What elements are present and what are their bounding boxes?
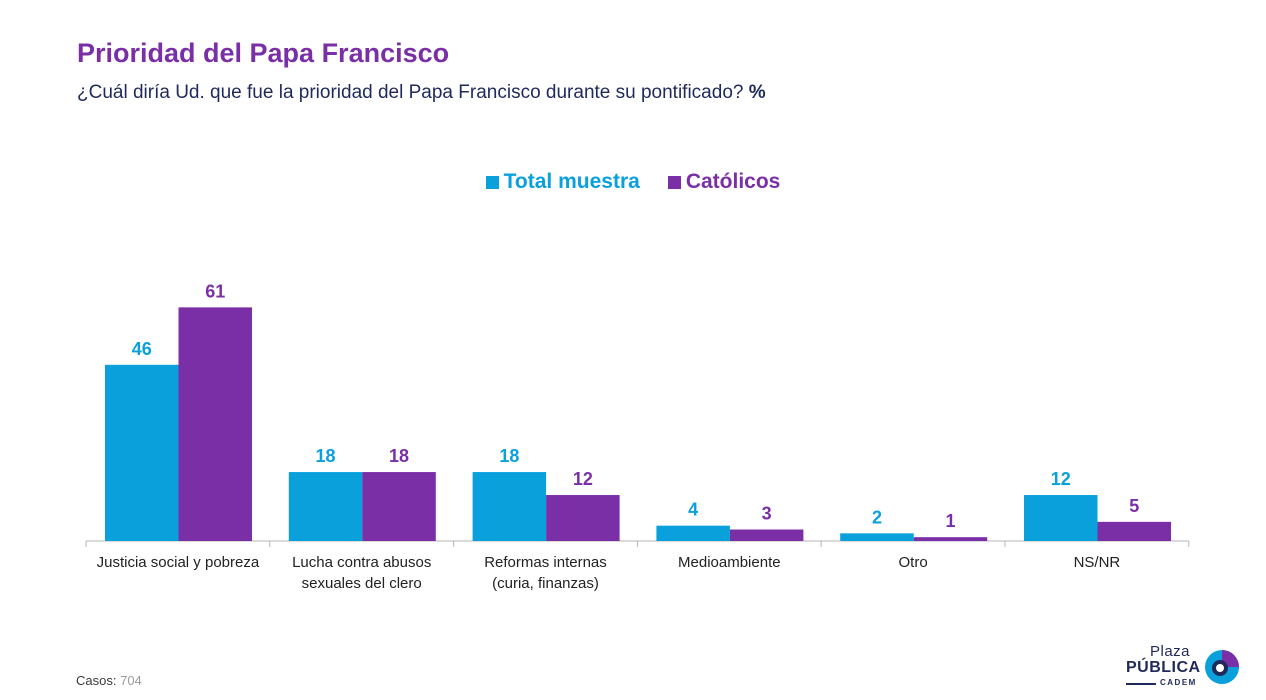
- bar-total: [472, 472, 547, 541]
- data-label: 18: [499, 446, 519, 466]
- legend-item-catolicos: Católicos: [667, 170, 781, 194]
- x-tick-label: (curia, finanzas): [492, 575, 599, 592]
- x-tick-label: Lucha contra abusos: [292, 554, 431, 571]
- data-label: 18: [389, 446, 409, 466]
- logo-text-plaza: Plaza: [1150, 643, 1191, 660]
- plaza-publica-logo-icon: [1205, 650, 1239, 684]
- logo-text-cadem: CADEM: [1160, 678, 1197, 687]
- chart-subtitle: ¿Cuál diría Ud. que fue la prioridad del…: [77, 82, 766, 104]
- legend-label-catolicos: Católicos: [685, 170, 781, 193]
- data-label: 61: [205, 281, 225, 301]
- data-label: 2: [872, 507, 882, 527]
- chart-title: Prioridad del Papa Francisco: [77, 38, 450, 68]
- bar-catolicos: [913, 537, 988, 541]
- bar-catolicos: [1097, 521, 1171, 541]
- x-tick-label: sexuales del clero: [302, 575, 422, 592]
- logo-underline: [1126, 683, 1156, 685]
- bar-catolicos: [178, 307, 252, 541]
- bar-total: [656, 525, 730, 541]
- x-tick-label: Reformas internas: [484, 554, 607, 571]
- bar-catolicos: [362, 472, 436, 541]
- data-label: 12: [1051, 469, 1071, 489]
- data-label: 12: [573, 469, 593, 489]
- legend-swatch-total: [485, 175, 499, 189]
- bar-catolicos: [729, 529, 804, 541]
- bar-total: [105, 364, 179, 541]
- x-tick-label: Otro: [899, 554, 928, 571]
- x-tick-label: Medioambiente: [678, 554, 781, 571]
- legend-swatch-catolicos: [667, 175, 681, 189]
- bar-total: [288, 472, 363, 541]
- footer-cases: Casos: 704: [76, 673, 142, 688]
- logo-text-publica: PÚBLICA: [1126, 659, 1201, 676]
- data-label: 18: [316, 446, 336, 466]
- subtitle-unit: %: [748, 82, 766, 103]
- plaza-publica-logo: Plaza PÚBLICA CADEM: [1126, 643, 1246, 691]
- x-tick-label: Justicia social y pobreza: [97, 554, 260, 571]
- bar-total: [840, 533, 914, 541]
- bar-total: [1024, 495, 1098, 541]
- data-label: 5: [1129, 496, 1139, 516]
- data-label: 3: [762, 504, 772, 524]
- chart-legend: Total muestra Católicos: [0, 170, 1266, 194]
- cases-label: Casos: [76, 673, 113, 688]
- cases-value: 704: [120, 673, 142, 688]
- legend-item-total: Total muestra: [485, 170, 640, 194]
- subtitle-text: ¿Cuál diría Ud. que fue la prioridad del…: [77, 82, 744, 103]
- data-label: 1: [945, 511, 955, 531]
- data-label: 46: [132, 339, 152, 359]
- bar-catolicos: [546, 495, 620, 541]
- legend-label-total: Total muestra: [503, 170, 640, 193]
- x-tick-label: NS/NR: [1074, 554, 1121, 571]
- data-label: 4: [688, 500, 698, 520]
